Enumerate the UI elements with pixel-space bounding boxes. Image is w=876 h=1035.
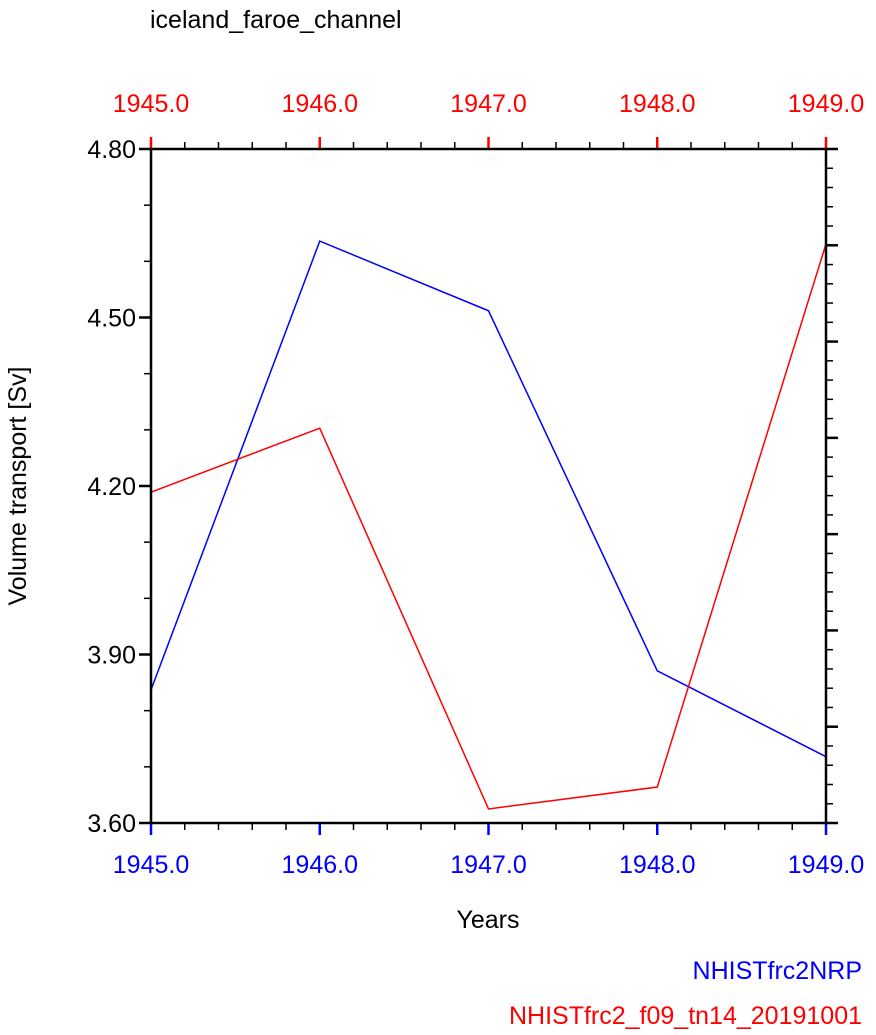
- x-tick-label-top: 1947.0: [450, 90, 526, 118]
- x-tick-label-bottom: 1949.0: [788, 851, 864, 879]
- plot-frame: [149, 147, 828, 825]
- y-tick-label: 4.50: [87, 305, 136, 333]
- y-tick-label: 3.60: [87, 810, 136, 838]
- series-line-1: [150, 240, 827, 758]
- x-tick-label-top: 1949.0: [788, 90, 864, 118]
- x-tick-label-bottom: 1945.0: [113, 851, 189, 879]
- x-tick-label-top: 1945.0: [113, 90, 189, 118]
- y-tick-label: 4.20: [87, 473, 136, 501]
- x-tick-label-bottom: 1946.0: [282, 851, 358, 879]
- legend-series-1: NHISTfrc2NRP: [693, 957, 862, 985]
- chart-title: iceland_faroe_channel: [150, 6, 402, 34]
- legend-series-2: NHISTfrc2_f09_tn14_20191001: [509, 1002, 862, 1030]
- x-tick-label-top: 1948.0: [619, 90, 695, 118]
- x-axis-label: Years: [456, 906, 519, 934]
- x-tick-label-bottom: 1948.0: [619, 851, 695, 879]
- y-tick-label: 3.90: [87, 642, 136, 670]
- x-tick-label-bottom: 1947.0: [450, 851, 526, 879]
- series-line-2: [150, 243, 827, 810]
- y-axis-label: Volume transport [Sv]: [4, 366, 32, 605]
- y-tick-label: 4.80: [87, 136, 136, 164]
- x-tick-label-top: 1946.0: [282, 90, 358, 118]
